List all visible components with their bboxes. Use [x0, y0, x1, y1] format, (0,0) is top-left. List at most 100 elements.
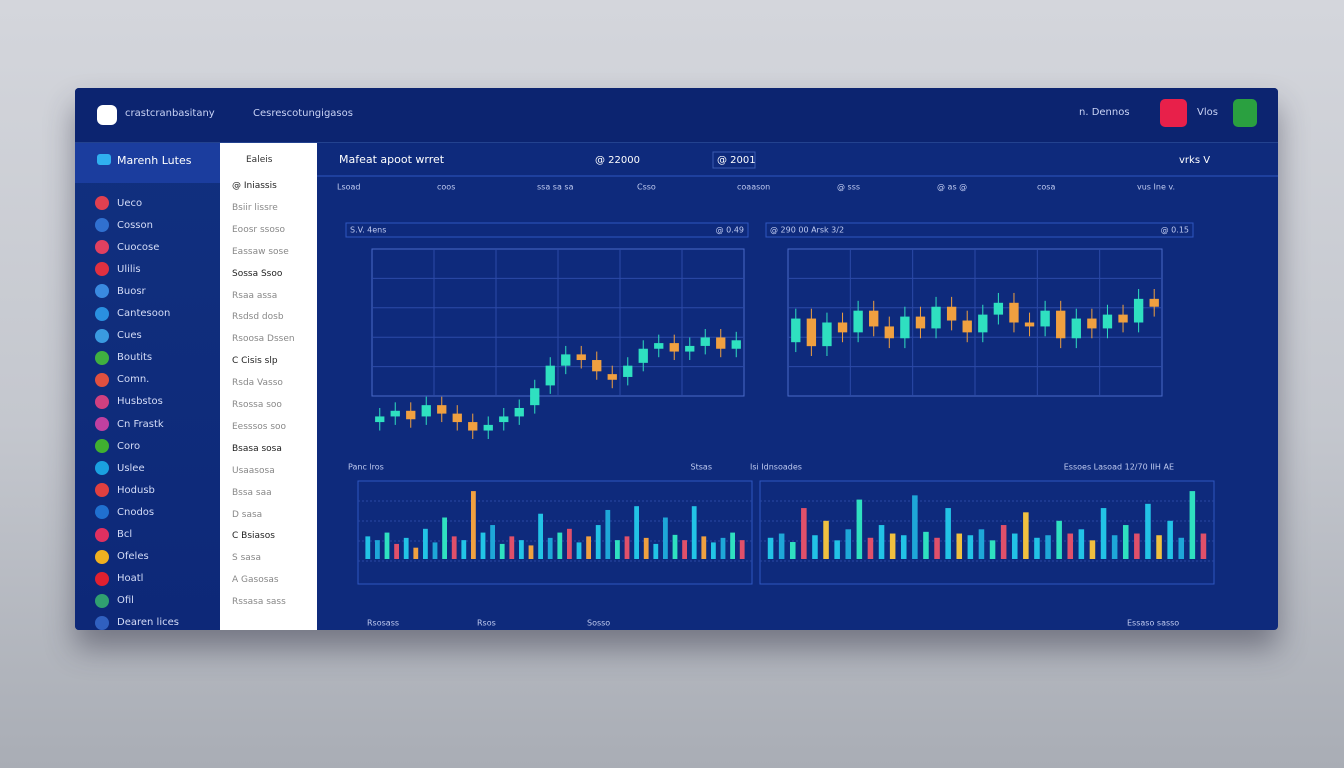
candle-body: [1087, 318, 1097, 329]
toolbar-right[interactable]: vrks V: [1179, 155, 1210, 166]
list-item[interactable]: Eassaw sose: [232, 246, 289, 257]
sidebar-item[interactable]: Ueco: [95, 196, 142, 210]
bar: [547, 537, 553, 559]
bar: [878, 525, 885, 559]
list-item[interactable]: D sasa: [232, 509, 263, 520]
bar: [528, 545, 534, 559]
item-label: Uslee: [117, 462, 145, 474]
sidebar-item[interactable]: Uslee: [95, 461, 145, 476]
bar: [1122, 525, 1129, 559]
sidebar-item[interactable]: Hodusb: [95, 483, 155, 498]
action-button[interactable]: [1233, 99, 1257, 127]
icon: [95, 328, 109, 343]
list-item[interactable]: Rsossa soo: [232, 400, 282, 410]
candle-body: [1149, 298, 1159, 307]
sidebar-item[interactable]: Coro: [95, 439, 140, 454]
list-item[interactable]: S sasa: [232, 553, 261, 564]
bar: [490, 525, 495, 559]
list-item[interactable]: Sossa Ssoo: [232, 268, 283, 279]
item-label: Comn.: [117, 374, 150, 386]
bar: [519, 540, 524, 559]
item-label: Cues: [117, 330, 142, 342]
bar: [856, 499, 863, 559]
list-item[interactable]: Eesssos soo: [232, 421, 287, 432]
candle-body: [853, 310, 863, 333]
icon: [95, 284, 109, 299]
sidebar-item[interactable]: Dearen lices: [95, 615, 179, 630]
sidebar-item[interactable]: Bcl: [95, 527, 132, 542]
list-item[interactable]: C Bsiasos: [232, 531, 275, 542]
candle-body: [931, 306, 941, 329]
footer-label: Sosso: [587, 619, 610, 628]
list-item[interactable]: Rssasa sass: [232, 597, 286, 608]
bar: [912, 495, 918, 559]
bar: [1178, 537, 1185, 559]
candle-body: [1133, 298, 1144, 323]
bar: [509, 536, 515, 559]
sidebar-item[interactable]: Ofeles: [95, 549, 149, 564]
bar: [739, 540, 745, 559]
icon: [95, 439, 109, 454]
sidebar-item[interactable]: Cnodos: [95, 505, 154, 520]
change-box: [712, 151, 756, 169]
sidebar-item[interactable]: Buosr: [95, 284, 146, 299]
plot-frame: [357, 480, 753, 585]
bar: [1089, 540, 1096, 559]
sidebar-item[interactable]: Comn.: [95, 372, 150, 387]
sidebar-item[interactable]: Cantesoon: [95, 306, 170, 321]
main-area: Mafeat apoot wrret @ 22000 @ 2001 vrks V…: [317, 151, 1278, 628]
bar: [375, 540, 380, 559]
badge[interactable]: Vlos: [1197, 107, 1218, 118]
list-item[interactable]: C Cisis slp: [232, 356, 278, 367]
list-item[interactable]: Eoosr ssoso: [232, 224, 286, 235]
bar: [1111, 535, 1118, 559]
sidebar-item[interactable]: Boutits: [95, 350, 152, 365]
panel-title: @ 290 00 Arsk 3/2: [770, 226, 844, 235]
bar: [812, 535, 818, 559]
alert-button[interactable]: [1160, 99, 1187, 127]
bar: [1000, 525, 1007, 559]
bar: [615, 540, 620, 559]
bar: [1034, 537, 1040, 559]
toolbar-label: Lsoad: [337, 183, 361, 192]
list-title: Ealeis: [246, 155, 273, 165]
sidebar-item[interactable]: Ofil: [95, 593, 134, 608]
change: @ 2001: [717, 155, 756, 166]
bar: [889, 533, 896, 559]
candle-body: [685, 345, 695, 352]
sidebar-item[interactable]: Husbstos: [95, 394, 163, 409]
list-item[interactable]: Bssa saa: [232, 487, 272, 498]
sidebar-item[interactable]: Cn Frastk: [95, 417, 164, 431]
sidebar-item[interactable]: Cuocose: [95, 240, 159, 255]
list-item[interactable]: A Gasosas: [232, 575, 279, 586]
list-item[interactable]: Bsasa sosa: [232, 443, 282, 454]
bar: [538, 513, 543, 559]
bar: [634, 506, 639, 559]
bar: [967, 535, 974, 559]
bar: [461, 540, 467, 559]
sidebar-item[interactable]: Ulilis: [95, 262, 141, 277]
list-item[interactable]: Usaasosa: [232, 465, 275, 476]
candle-body: [1118, 314, 1128, 323]
list-item[interactable]: Rsda Vasso: [232, 378, 283, 389]
icon: [95, 505, 109, 520]
panel-header: [765, 222, 1194, 238]
bar: [480, 532, 486, 559]
list-item[interactable]: Rsoosa Dssen: [232, 334, 295, 345]
candle-body: [607, 374, 617, 380]
item-label: Husbstos: [117, 396, 163, 408]
icon: [95, 571, 109, 586]
candle-body: [1024, 322, 1035, 327]
user[interactable]: n. Dennos: [1079, 107, 1130, 118]
sidebar-item[interactable]: Hoatl: [95, 571, 143, 586]
list-item[interactable]: Rsaa assa: [232, 290, 278, 301]
bar: [867, 537, 874, 559]
list-item[interactable]: @ Iniassis: [232, 181, 277, 191]
sidebar-item[interactable]: Cosson: [95, 218, 153, 233]
sidebar-item[interactable]: Cues: [95, 328, 142, 343]
icon: [97, 154, 111, 165]
toolbar-label: Csso: [637, 183, 656, 192]
list-item[interactable]: Bsiir lissre: [232, 202, 278, 213]
candle-body: [900, 316, 910, 339]
list-item[interactable]: Rsdsd dosb: [232, 312, 284, 323]
